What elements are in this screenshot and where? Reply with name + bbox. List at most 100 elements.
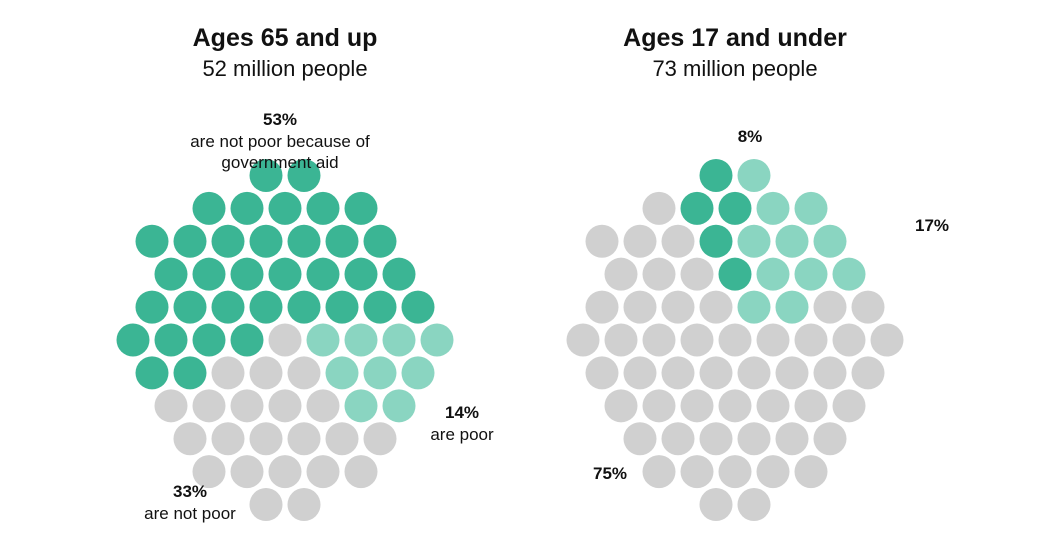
dot — [306, 323, 340, 357]
dot — [585, 290, 619, 324]
dot — [813, 422, 847, 456]
dot — [794, 257, 828, 291]
dot — [268, 389, 302, 423]
dot — [268, 323, 302, 357]
dot — [230, 389, 264, 423]
dot — [604, 323, 638, 357]
dot — [642, 257, 676, 291]
dot — [173, 290, 207, 324]
dot — [135, 290, 169, 324]
dot — [249, 422, 283, 456]
dot — [344, 455, 378, 489]
dot — [363, 356, 397, 390]
dot — [325, 290, 359, 324]
dot — [794, 455, 828, 489]
chart-title: Ages 17 and under — [623, 24, 847, 52]
dot — [699, 356, 733, 390]
segment-label: are not poor because of government aid — [190, 132, 370, 172]
dot — [135, 224, 169, 258]
dot — [832, 323, 866, 357]
chart-title: Ages 65 and up — [192, 24, 378, 52]
dot — [813, 356, 847, 390]
dot — [585, 356, 619, 390]
dot — [306, 455, 340, 489]
subtitle: 73 million people — [652, 56, 818, 81]
dot — [604, 389, 638, 423]
dot — [737, 356, 771, 390]
dot — [832, 257, 866, 291]
dot — [718, 191, 752, 225]
dot — [249, 356, 283, 390]
dot — [623, 422, 657, 456]
value-label: 14% — [444, 403, 480, 422]
dot — [211, 290, 245, 324]
dot — [268, 191, 302, 225]
value-label: 33% — [172, 482, 208, 501]
dot — [249, 290, 283, 324]
dot — [756, 389, 790, 423]
dot — [363, 224, 397, 258]
dot — [566, 323, 600, 357]
dot — [661, 356, 695, 390]
value-label: 75% — [592, 464, 628, 483]
dot — [699, 488, 733, 522]
dot — [287, 224, 321, 258]
dot — [268, 455, 302, 489]
dot — [192, 389, 226, 423]
segment — [737, 158, 866, 324]
dot — [680, 257, 714, 291]
dot — [325, 422, 359, 456]
dot — [230, 191, 264, 225]
dot — [756, 455, 790, 489]
dot — [756, 191, 790, 225]
dot — [306, 257, 340, 291]
dot — [699, 290, 733, 324]
dot — [737, 224, 771, 258]
dot — [718, 389, 752, 423]
dot — [211, 224, 245, 258]
dot — [813, 224, 847, 258]
dot — [794, 323, 828, 357]
dot — [306, 389, 340, 423]
dot — [851, 290, 885, 324]
segment-label: are not poor — [144, 504, 236, 523]
dot — [680, 191, 714, 225]
dot — [154, 257, 188, 291]
dot — [661, 224, 695, 258]
dot — [249, 224, 283, 258]
dot — [680, 389, 714, 423]
dot — [775, 224, 809, 258]
dot — [325, 224, 359, 258]
dot — [287, 488, 321, 522]
dot — [192, 455, 226, 489]
dot — [623, 290, 657, 324]
subtitle: 52 million people — [202, 56, 368, 81]
dot — [344, 257, 378, 291]
dot — [737, 290, 771, 324]
dot — [699, 422, 733, 456]
dot — [211, 422, 245, 456]
dot — [699, 158, 733, 192]
dot — [756, 257, 790, 291]
dot — [420, 323, 454, 357]
dot — [344, 323, 378, 357]
dot — [832, 389, 866, 423]
dot — [363, 422, 397, 456]
dot — [585, 224, 619, 258]
dot — [718, 323, 752, 357]
dot — [249, 158, 283, 192]
dot — [642, 389, 676, 423]
dot — [154, 323, 188, 357]
dot — [230, 323, 264, 357]
dot — [737, 488, 771, 522]
dot — [287, 422, 321, 456]
dot — [363, 290, 397, 324]
dot — [401, 290, 435, 324]
dot — [737, 422, 771, 456]
dot — [642, 323, 676, 357]
dot — [775, 290, 809, 324]
segment — [154, 323, 397, 522]
dot — [680, 455, 714, 489]
